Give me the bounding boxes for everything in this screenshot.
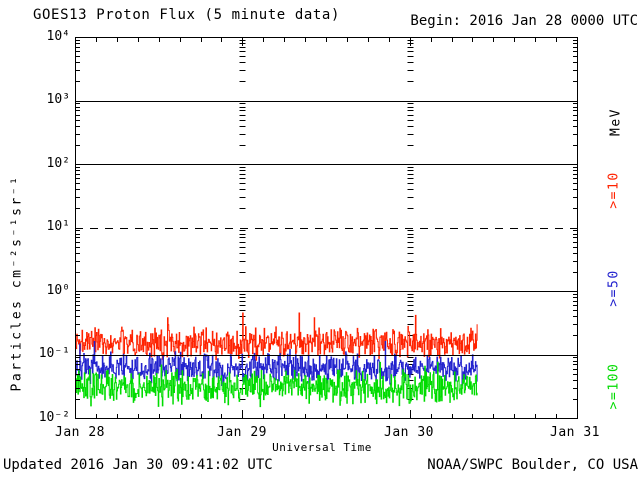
plot-frame [75, 37, 578, 419]
series-50mev-line [75, 341, 478, 386]
axis-ticks [76, 38, 577, 418]
y-tick-label-1e2: 10² [46, 156, 70, 171]
legend-gte100-label: >=100 [606, 362, 622, 410]
chart-title: GOES13 Proton Flux (5 minute data) [33, 7, 340, 23]
y-tick-label-1e0: 10⁰ [46, 283, 70, 298]
x-tick-label-jan30: Jan 30 [384, 425, 434, 440]
x-tick-label-jan29: Jan 29 [217, 425, 267, 440]
series-100mev-line [75, 361, 478, 408]
x-tick-label-jan31: Jan 31 [550, 425, 600, 440]
right-axis-unit-label: MeV [608, 108, 624, 136]
y-axis-title: Particles cm⁻²s⁻¹sr⁻¹ [9, 174, 25, 392]
updated-timestamp: Updated 2016 Jan 30 09:41:02 UTC [3, 457, 273, 473]
y-tick-label-1e-1: 10⁻¹ [38, 346, 70, 361]
source-attribution: NOAA/SWPC Boulder, CO USA [427, 457, 638, 473]
series-10mev-line [75, 312, 478, 361]
x-tick-label-jan28: Jan 28 [55, 425, 105, 440]
legend-gte50-label: >=50 [606, 269, 622, 307]
x-axis-title: Universal Time [272, 441, 372, 454]
y-tick-label-1e4: 10⁴ [46, 29, 70, 44]
legend-gte10-label: >=10 [606, 171, 622, 209]
y-tick-label-1e-2: 10⁻² [38, 410, 70, 425]
y-tick-label-1e1: 10¹ [46, 219, 70, 234]
begin-time-label: Begin: 2016 Jan 28 0000 UTC [410, 13, 638, 29]
y-tick-label-1e3: 10³ [46, 92, 70, 107]
